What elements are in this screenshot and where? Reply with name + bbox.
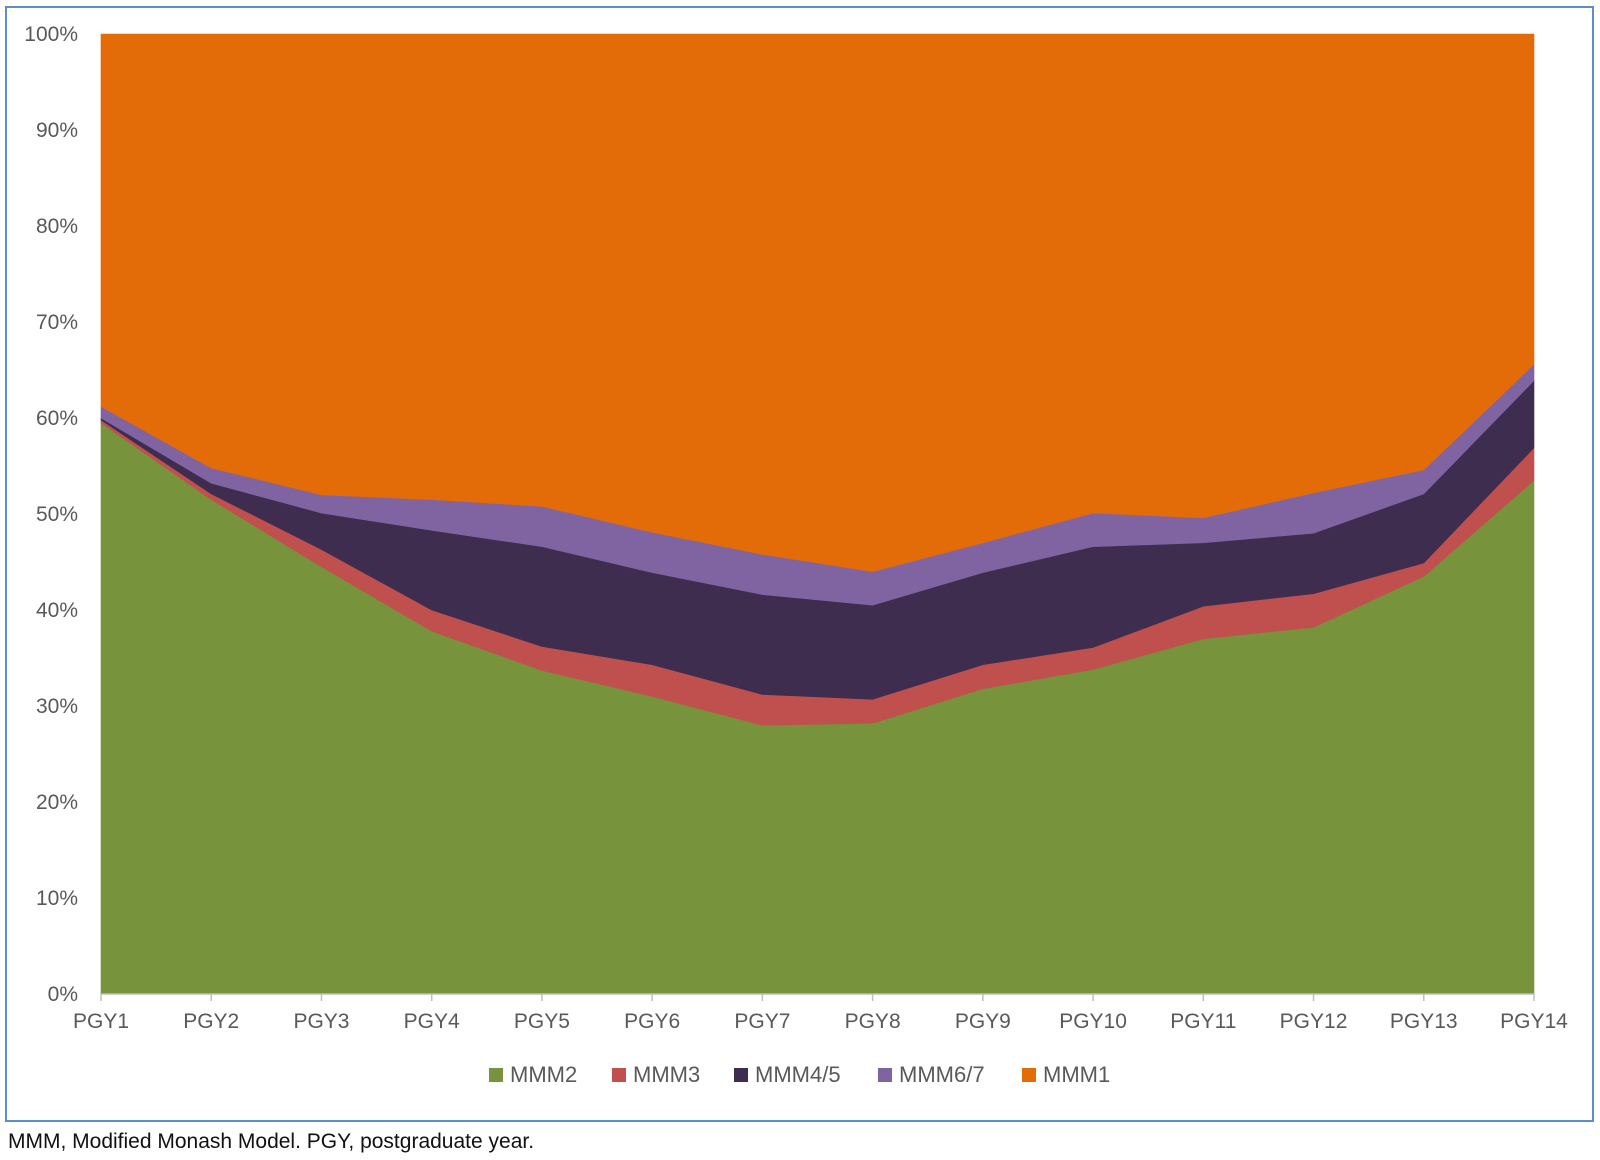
x-tick-label: PGY9	[955, 1010, 1011, 1033]
x-tick-label: PGY10	[1059, 1010, 1127, 1033]
legend-swatch-mmm2	[489, 1068, 503, 1082]
x-tick-label: PGY4	[404, 1010, 460, 1033]
y-tick-label: 50%	[36, 503, 78, 526]
legend-label-mmm6-7: MMM6/7	[899, 1062, 985, 1087]
y-tick-label: 20%	[36, 791, 78, 814]
y-tick-label: 100%	[24, 23, 78, 46]
stacked-area-chart: 0% 10% 20% 30% 40% 50% 60% 70% 80% 90% 100% PGY1 PGY…	[24, 23, 1568, 1087]
legend-label-mmm4-5: MMM4/5	[755, 1062, 841, 1087]
x-tick-label: PGY7	[734, 1010, 790, 1033]
area-mmm1	[100, 33, 1535, 572]
x-tick-label: PGY5	[514, 1010, 570, 1033]
legend: MMM2 MMM3 MMM4/5 MMM6/7 MMM1	[489, 1062, 1110, 1087]
x-tick-label: PGY1	[73, 1010, 129, 1033]
series-areas	[100, 33, 1535, 995]
y-tick-label: 70%	[36, 311, 78, 334]
y-tick-label: 40%	[36, 599, 78, 622]
y-tick-label: 10%	[36, 887, 78, 910]
legend-swatch-mmm3	[612, 1068, 626, 1082]
legend-label-mmm1: MMM1	[1043, 1062, 1110, 1087]
legend-label-mmm3: MMM3	[633, 1062, 700, 1087]
legend-label-mmm2: MMM2	[510, 1062, 577, 1087]
x-tick-label: PGY8	[845, 1010, 901, 1033]
figure-caption: MMM, Modified Monash Model. PGY, postgra…	[8, 1130, 535, 1153]
legend-swatch-mmm6-7	[878, 1068, 892, 1082]
legend-swatch-mmm1	[1022, 1068, 1036, 1082]
y-tick-label: 90%	[36, 119, 78, 142]
y-tick-label: 80%	[36, 215, 78, 238]
y-tick-label: 30%	[36, 695, 78, 718]
x-tick-label: PGY6	[624, 1010, 680, 1033]
legend-swatch-mmm4-5	[734, 1068, 748, 1082]
axes: 0% 10% 20% 30% 40% 50% 60% 70% 80% 90% 100% PGY1 PGY…	[24, 23, 1568, 1033]
y-tick-label: 0%	[48, 983, 78, 1006]
x-tick-label: PGY13	[1390, 1010, 1458, 1033]
x-tick-label: PGY14	[1500, 1010, 1568, 1033]
x-tick-label: PGY12	[1280, 1010, 1348, 1033]
x-tick-label: PGY2	[183, 1010, 239, 1033]
x-tick-label: PGY11	[1170, 1010, 1236, 1033]
x-tick-label: PGY3	[293, 1010, 349, 1033]
y-tick-label: 60%	[36, 407, 78, 430]
